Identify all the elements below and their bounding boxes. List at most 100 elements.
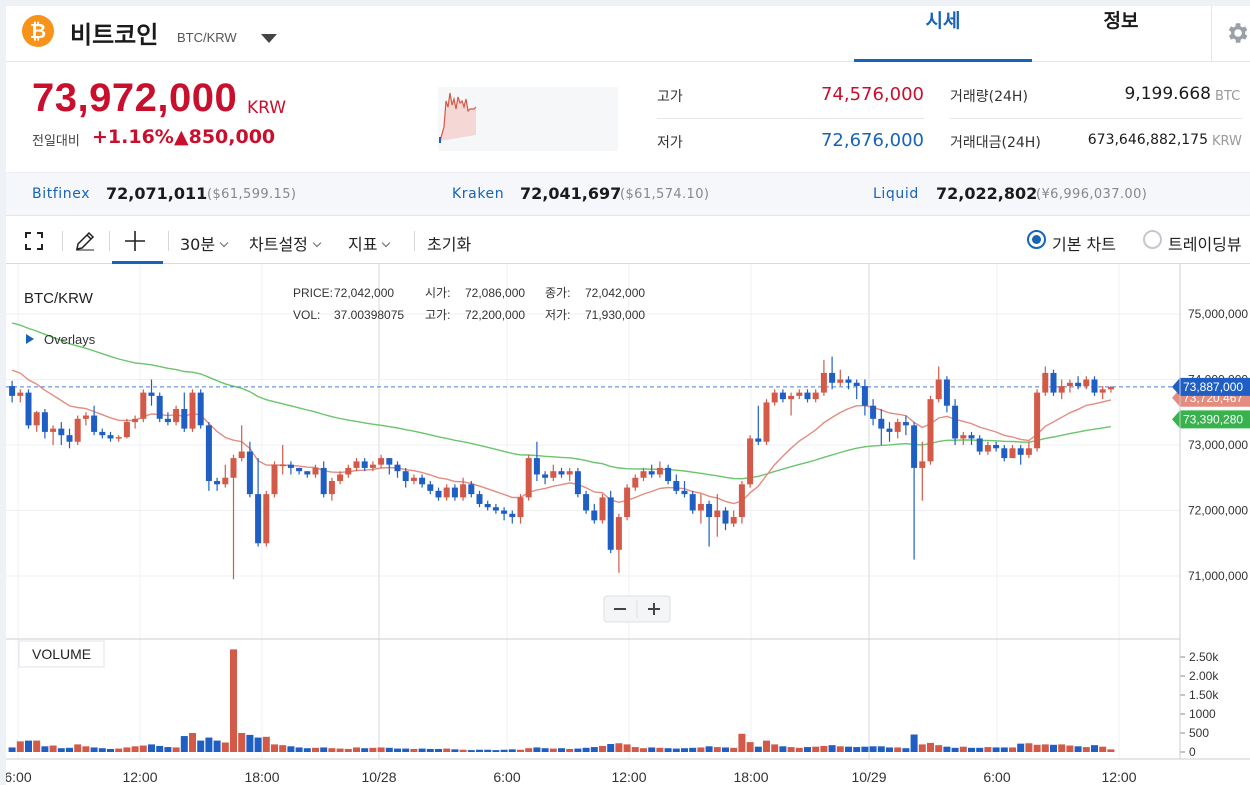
interval-select[interactable]: 30분 xyxy=(180,231,229,255)
volume-bar xyxy=(894,747,902,752)
volume-bar xyxy=(861,746,869,752)
volume-bar xyxy=(246,734,254,752)
pencil-icon[interactable] xyxy=(74,230,96,252)
gear-icon[interactable] xyxy=(1224,20,1250,46)
volume-bar xyxy=(574,748,582,752)
candle-body xyxy=(484,503,491,508)
price-axis-label: 72,000,000 xyxy=(1188,504,1248,518)
tab-info[interactable]: 정보 xyxy=(1103,10,1139,32)
candle-body xyxy=(788,395,795,400)
candle-body xyxy=(91,415,98,432)
volume-bar xyxy=(549,748,557,752)
info-high-value: 72,200,000 xyxy=(465,308,525,322)
chart-toolbar: 30분 차트설정 지표 초기화 기본 차트 트레이딩뷰 xyxy=(6,217,1250,264)
chevron-down-icon xyxy=(219,238,229,248)
reset-button[interactable]: 초기화 xyxy=(427,235,472,254)
info-vol-value: 37.00398075 xyxy=(334,308,404,322)
price-chart[interactable]: 6:00 12:00 18:00 10/28 6:00 12:00 18:00 10/29 6:… xyxy=(6,264,1250,785)
candle-body xyxy=(148,392,155,396)
indicators-select[interactable]: 지표 xyxy=(348,231,391,255)
candle-body xyxy=(353,461,360,468)
basic-chart-label[interactable]: 기본 차트 xyxy=(1052,235,1116,254)
candle-body xyxy=(927,399,934,462)
crosshair-active-indicator xyxy=(112,261,163,264)
volume-bar xyxy=(771,744,779,752)
candle-body xyxy=(419,477,426,485)
zoom-in-icon[interactable] xyxy=(648,603,660,615)
volume-bar xyxy=(566,748,574,752)
candle-body xyxy=(312,467,319,475)
volume-bar xyxy=(984,747,992,752)
change-percent: +1.16% xyxy=(92,126,174,148)
volume-bar xyxy=(754,746,762,752)
volume-bar xyxy=(164,747,172,752)
candle-body xyxy=(435,490,442,498)
toolbar-divider xyxy=(62,231,63,251)
candle-body xyxy=(886,428,893,432)
volume-bar xyxy=(828,745,836,752)
toolbar-divider xyxy=(109,231,110,251)
volume-bar xyxy=(435,748,442,752)
candle-body xyxy=(386,458,393,465)
chart-canvas[interactable]: 6:00 12:00 18:00 10/28 6:00 12:00 18:00 10/29 6:… xyxy=(6,264,1250,785)
volume-bar xyxy=(57,748,65,752)
candle-body xyxy=(287,464,294,468)
candle-body xyxy=(976,438,983,452)
overlays-label[interactable]: Overlays xyxy=(44,332,96,347)
volume-bar xyxy=(107,748,114,752)
coin-pair: BTC/KRW xyxy=(177,30,237,45)
candle-body xyxy=(328,481,335,495)
volume-bar xyxy=(763,740,770,752)
volume-bar xyxy=(517,749,524,752)
volume-bar xyxy=(394,748,401,752)
coin-select-chevron-down-icon[interactable] xyxy=(261,34,277,43)
volume-bar xyxy=(836,746,844,752)
fullscreen-icon[interactable] xyxy=(24,231,44,251)
exchange-name[interactable]: Liquid xyxy=(873,186,919,202)
volume-bar xyxy=(221,742,229,752)
app-window: ₿ 비트코인 BTC/KRW 시세 정보 73,972,000 KRW 전일대비… xyxy=(6,6,1250,785)
current-price: 73,972,000 xyxy=(32,76,238,120)
volume-bar xyxy=(664,748,672,752)
interval-label: 30분 xyxy=(180,235,216,254)
volume-bar xyxy=(541,748,549,752)
tradingview-radio[interactable] xyxy=(1143,230,1162,249)
volume-bar xyxy=(41,746,49,752)
volume-bar xyxy=(484,749,492,752)
amount-label: 거래대금(24H) xyxy=(950,135,1041,151)
volume-bar xyxy=(180,736,188,752)
candle-body xyxy=(296,467,303,472)
volume-bar xyxy=(927,742,934,752)
candle-body xyxy=(615,517,622,550)
basic-chart-radio[interactable] xyxy=(1027,230,1046,249)
exchange-name[interactable]: Bitfinex xyxy=(32,186,91,202)
tab-market[interactable]: 시세 xyxy=(854,6,1032,62)
volume-bar xyxy=(139,745,147,752)
candle-body xyxy=(648,471,655,475)
candle-body xyxy=(550,471,557,478)
exchange-name[interactable]: Kraken xyxy=(452,186,505,202)
volume-pane-label: VOLUME xyxy=(32,646,91,662)
volume-value: 9,199.668 xyxy=(1124,84,1211,104)
volume-bar xyxy=(976,747,984,752)
volume-bar xyxy=(172,747,180,752)
chart-settings-label: 차트설정 xyxy=(249,235,308,254)
tradingview-label[interactable]: 트레이딩뷰 xyxy=(1168,235,1242,254)
volume-bar xyxy=(1025,743,1033,752)
candle-body xyxy=(681,490,688,495)
volume-bar xyxy=(853,747,861,752)
crosshair-icon[interactable] xyxy=(124,230,146,252)
candle-body xyxy=(533,458,540,475)
chart-settings-select[interactable]: 차트설정 xyxy=(249,231,322,255)
overlays-toggle-icon[interactable] xyxy=(26,334,34,344)
candle-body xyxy=(607,497,614,550)
tab-divider xyxy=(1211,6,1212,62)
exchange-converted: (¥6,996,037.00) xyxy=(1036,187,1148,202)
candle-body xyxy=(99,431,106,436)
indicators-label: 지표 xyxy=(348,235,378,254)
volume-bar xyxy=(689,747,697,752)
candle-body xyxy=(517,497,524,518)
candle-body xyxy=(402,471,409,482)
candle-body xyxy=(509,513,516,518)
volume-bar xyxy=(361,748,369,752)
